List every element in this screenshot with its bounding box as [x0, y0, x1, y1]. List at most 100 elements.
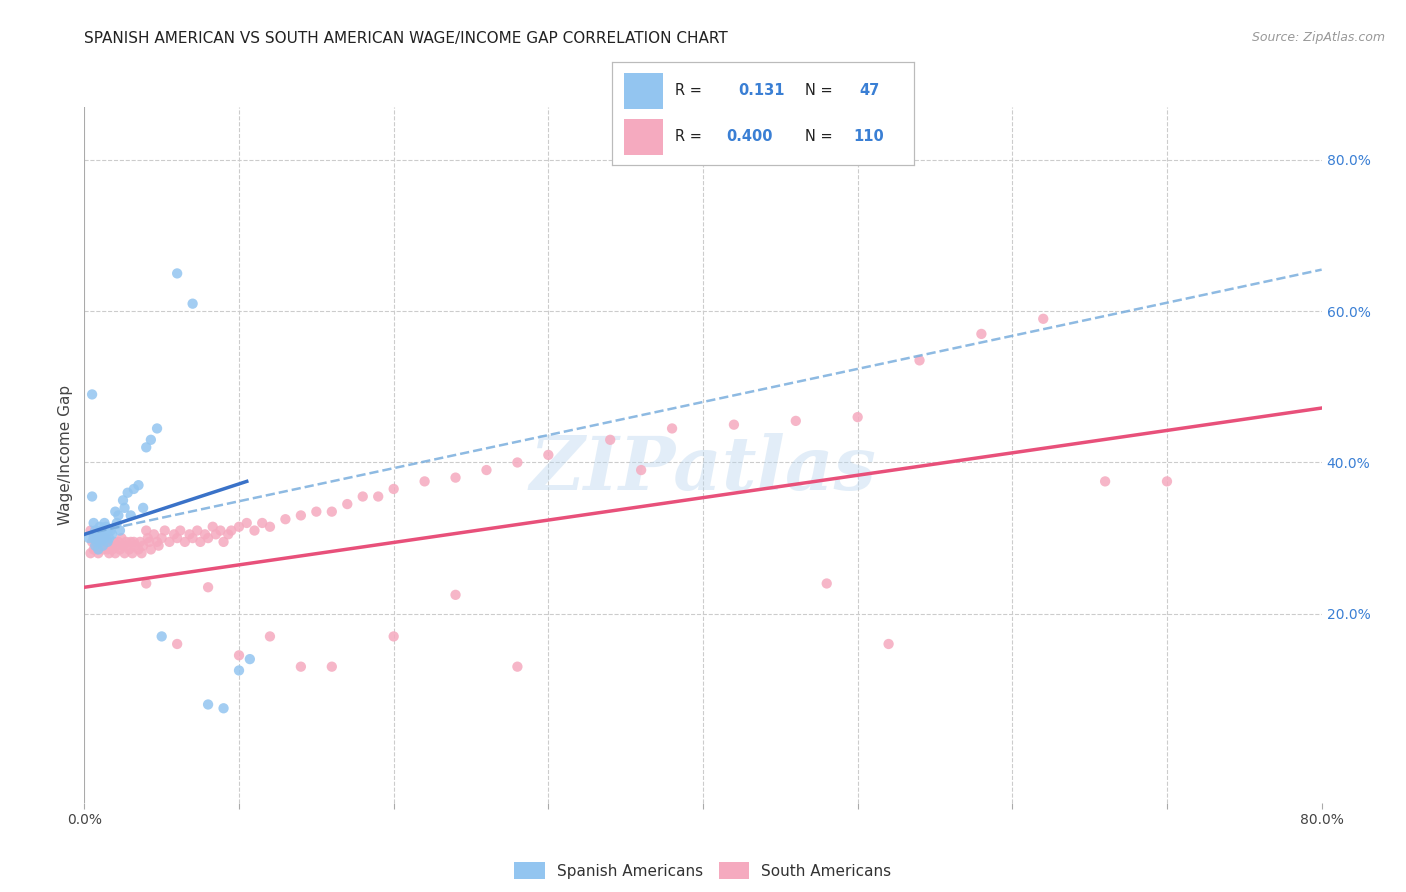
Point [79, 546, 101, 560]
Point [87, 531, 110, 545]
Point [146, 534, 169, 549]
Point [228, 664, 250, 678]
Point [87, 542, 110, 557]
Point [128, 478, 150, 492]
Point [120, 534, 142, 549]
Point [89, 527, 111, 541]
Point [274, 512, 297, 526]
Text: 0.131: 0.131 [738, 83, 785, 98]
Point [83, 527, 105, 541]
Point [110, 531, 132, 545]
Point [97, 542, 120, 557]
Text: 110: 110 [853, 129, 884, 145]
Point [114, 546, 136, 560]
Text: Source: ZipAtlas.com: Source: ZipAtlas.com [1251, 31, 1385, 45]
Point [305, 505, 328, 519]
Point [108, 524, 131, 538]
Point [506, 455, 529, 469]
Point [506, 659, 529, 673]
Point [290, 659, 312, 673]
Point [122, 534, 145, 549]
Point [146, 421, 169, 435]
Point [197, 580, 219, 594]
Point [91, 542, 114, 557]
Point [135, 524, 157, 538]
Point [908, 353, 931, 368]
Point [117, 539, 139, 553]
Point [112, 539, 135, 553]
Point [136, 531, 159, 545]
Point [93, 516, 115, 530]
Point [159, 534, 181, 549]
Point [1094, 475, 1116, 489]
Point [1032, 311, 1054, 326]
Point [91, 527, 114, 541]
Point [103, 534, 125, 549]
Y-axis label: Wage/Income Gap: Wage/Income Gap [58, 384, 73, 525]
Text: R =: R = [675, 129, 707, 145]
Point [82, 534, 104, 549]
Point [290, 508, 312, 523]
Point [89, 534, 111, 549]
Point [166, 637, 188, 651]
Point [131, 546, 153, 560]
Point [94, 520, 117, 534]
Point [228, 520, 250, 534]
Point [86, 527, 108, 541]
Point [239, 652, 262, 666]
Point [90, 531, 112, 545]
Point [128, 542, 150, 557]
Point [93, 531, 115, 545]
Point [201, 520, 224, 534]
Point [90, 531, 112, 545]
Point [132, 539, 155, 553]
Bar [624, 73, 664, 109]
Point [114, 500, 136, 515]
Point [785, 414, 807, 428]
Point [117, 485, 139, 500]
Point [877, 637, 900, 651]
Point [107, 534, 129, 549]
Point [181, 296, 204, 310]
Point [87, 546, 110, 560]
Point [970, 326, 993, 341]
Point [166, 267, 188, 281]
Point [90, 539, 112, 553]
Point [153, 524, 176, 538]
Point [132, 500, 155, 515]
Point [124, 539, 146, 553]
Point [86, 534, 108, 549]
Text: ZIPatlas: ZIPatlas [530, 433, 876, 505]
Point [135, 576, 157, 591]
Point [122, 482, 145, 496]
Point [139, 542, 162, 557]
Point [382, 482, 405, 496]
Point [100, 524, 122, 538]
Point [143, 527, 166, 541]
Point [87, 531, 110, 545]
Point [105, 539, 128, 553]
Point [98, 546, 121, 560]
Point [105, 516, 128, 530]
Text: N =: N = [806, 83, 838, 98]
Point [217, 527, 239, 541]
Point [321, 659, 343, 673]
Point [212, 701, 235, 715]
Point [89, 534, 111, 549]
Point [83, 531, 105, 545]
Point [444, 588, 467, 602]
Point [169, 524, 191, 538]
Point [97, 534, 120, 549]
Point [86, 542, 108, 557]
Point [97, 534, 120, 549]
Point [91, 534, 114, 549]
Point [181, 531, 204, 545]
Point [84, 539, 107, 553]
Point [150, 531, 173, 545]
Legend: Spanish Americans, South Americans: Spanish Americans, South Americans [509, 855, 897, 886]
Point [179, 527, 201, 541]
Point [77, 531, 100, 545]
Point [94, 531, 117, 545]
Text: R =: R = [675, 83, 707, 98]
Point [79, 524, 101, 538]
